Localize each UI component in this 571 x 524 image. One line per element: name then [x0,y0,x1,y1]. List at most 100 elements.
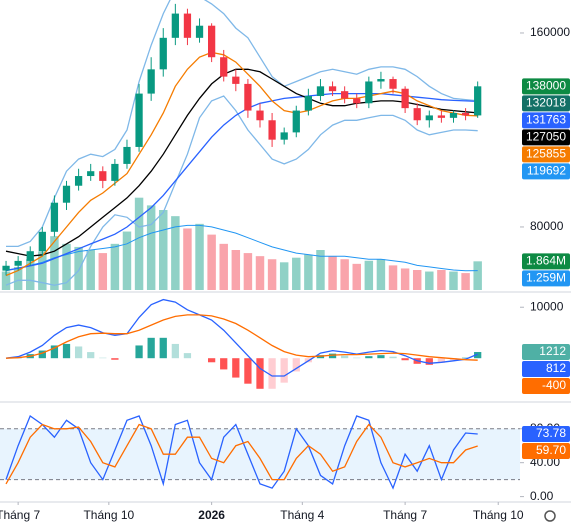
histogram-bar [280,358,288,383]
candle-body [123,146,131,164]
volume-bar [231,250,241,290]
volume-bar [473,261,482,290]
candle-body [50,202,59,232]
volume-bar [62,243,71,290]
indicator-line [5,95,478,286]
price-tag [522,253,570,270]
histogram-bar [87,352,95,359]
settings-icon[interactable] [544,510,556,522]
level-band [0,428,520,480]
candle-body [244,83,252,111]
volume-bar [183,228,192,290]
price-tag-label: 1.864M [526,253,566,267]
histogram-bar [135,345,143,359]
volume-bar [304,254,313,290]
indicator-line [6,0,478,248]
price-tag-label: 131763 [526,112,566,126]
volume-bar [267,259,277,290]
candle-body [208,25,216,58]
volume-bar [38,251,47,290]
histogram-bar [425,358,433,365]
y-tick-label: 80000 [530,219,564,233]
volume-bar [26,259,35,290]
volume-bar [449,271,458,290]
candle-body [26,251,34,261]
volume-bar [74,246,83,290]
candle-body [159,37,167,70]
price-tag-label: 1212 [539,344,566,358]
candle-body [449,112,458,118]
indicator-line [5,92,478,272]
candle-body [425,115,433,121]
histogram-bar [328,353,337,359]
histogram-bar [50,345,59,359]
histogram-bar [401,358,409,361]
price-tag [522,78,570,95]
histogram-bar [341,355,349,359]
histogram-bar [474,352,482,359]
candle-body [389,79,397,89]
x-tick-label: Tháng 7 [383,508,427,522]
volume-bar [122,231,132,290]
volume-bar [425,271,434,290]
volume-bar [461,273,470,290]
x-tick-label: 2026 [198,508,225,522]
histogram-bar [111,358,119,360]
volume-bar [292,257,301,290]
candle-body [377,79,385,82]
volume-ma-line [5,224,478,272]
volume-bar [340,259,349,290]
volume-bar [195,223,204,290]
volume-bar [219,243,228,290]
candle-body [220,57,228,77]
volume-bar [110,243,120,290]
price-tag-label: 132018 [526,95,566,109]
histogram-bar [208,358,216,363]
price-tag [522,361,570,378]
stochastic-line [5,414,478,490]
volume-bar [13,266,23,290]
candle-body [353,98,361,104]
candle-body [147,69,155,94]
candle-body [38,231,46,252]
candle-body [232,76,240,84]
x-tick-label: Tháng 4 [280,508,324,522]
price-tag-label: 125855 [526,146,566,160]
candle-body [365,81,373,104]
candle-body [74,176,83,186]
histogram-bar [74,346,83,359]
price-tag [522,95,570,112]
histogram-bar [377,355,385,359]
histogram-bar [147,337,155,359]
candle-body [14,260,22,266]
volume-bar [98,253,108,290]
volume-bar [134,197,144,290]
x-tick-label: Tháng 10 [473,508,524,522]
volume-bar [412,270,422,290]
y-tick-label: 160000 [530,25,570,39]
volume-bar [50,236,59,290]
histogram-bar [389,356,397,359]
candle-body [280,132,288,140]
y-tick-label: 0.00 [530,489,554,503]
histogram-bar [292,358,300,372]
histogram-bar [183,353,192,359]
histogram-bar [268,358,276,389]
volume-bar [279,262,289,290]
candle-body [292,110,300,133]
volume-bar [171,216,180,290]
price-tag [522,426,570,443]
candle-body [195,25,204,38]
volume-bar [388,265,398,290]
histogram-bar [62,343,71,359]
stochastic-line [5,423,478,485]
price-tag-label: -400 [542,378,566,392]
candle-body [316,86,325,97]
price-tag-label: 138000 [526,78,566,92]
price-tag [522,146,570,163]
histogram-bar [232,358,240,378]
price-tag [522,129,570,146]
price-tag-label: 119692 [527,163,566,177]
volume-bar [243,253,253,290]
candle-body [304,96,312,111]
